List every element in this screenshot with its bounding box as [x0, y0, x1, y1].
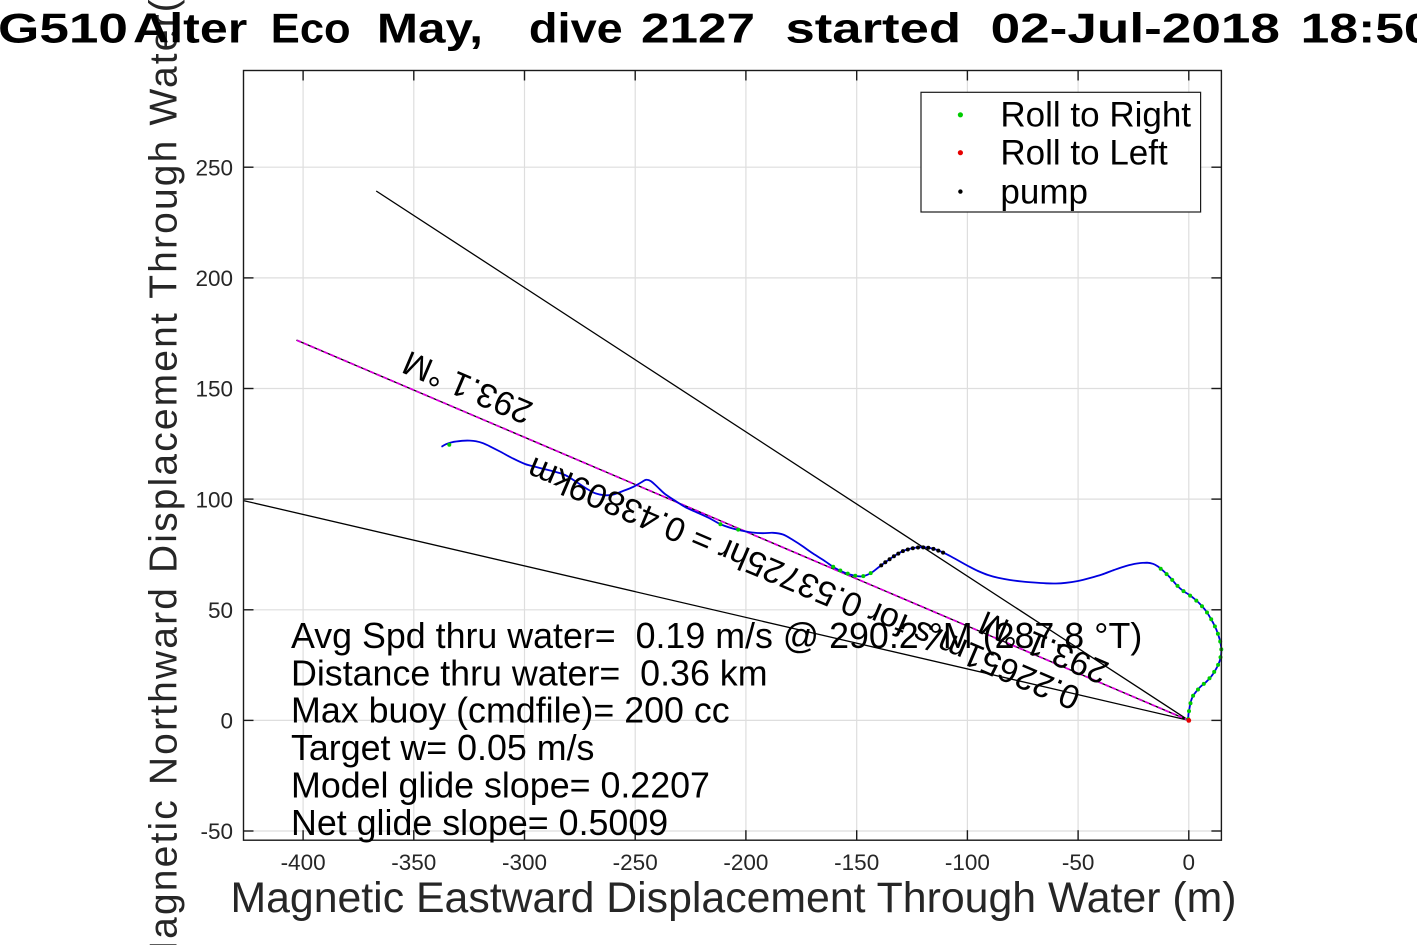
svg-text:started: started: [786, 5, 962, 52]
svg-text:Eco: Eco: [271, 5, 351, 52]
svg-text:Roll to Right: Roll to Right: [1000, 96, 1191, 135]
svg-text:Roll to Left: Roll to Left: [1000, 133, 1168, 172]
svg-text:-50: -50: [200, 819, 233, 844]
svg-text:-350: -350: [391, 850, 436, 875]
svg-text:-50: -50: [1062, 850, 1095, 875]
svg-text:150: 150: [195, 377, 233, 402]
svg-text:Magnetic Northward Displacemen: Magnetic Northward Displacement Through …: [143, 0, 186, 945]
svg-text:-250: -250: [613, 850, 658, 875]
svg-text:2127: 2127: [641, 5, 755, 52]
svg-text:-150: -150: [834, 850, 879, 875]
svg-text:0: 0: [220, 709, 233, 734]
svg-text:dive: dive: [529, 5, 623, 52]
svg-text:Distance thru water= 0.36 km: Distance thru water= 0.36 km: [291, 653, 768, 693]
svg-text:Avg Spd thru water= 0.19 m/s: Avg Spd thru water= 0.19 m/s @ 290.2 °M …: [291, 616, 1142, 656]
svg-text:0: 0: [1183, 850, 1196, 875]
svg-text:Net glide slope= 0.5009: Net glide slope= 0.5009: [291, 803, 668, 843]
svg-text:Target w= 0.05 m/s: Target w= 0.05 m/s: [291, 728, 594, 768]
svg-text:200: 200: [195, 266, 233, 291]
svg-text:Alter: Alter: [133, 5, 247, 52]
svg-text:-200: -200: [723, 850, 768, 875]
svg-text:Magnetic Eastward Displacement: Magnetic Eastward Displacement Through W…: [230, 874, 1236, 922]
svg-text:G510: G510: [0, 5, 128, 52]
svg-text:100: 100: [195, 487, 233, 512]
svg-text:-100: -100: [945, 850, 990, 875]
svg-text:02-Jul-2018: 02-Jul-2018: [991, 5, 1280, 52]
svg-text:Model glide slope= 0.2207: Model glide slope= 0.2207: [291, 765, 710, 805]
svg-text:Max buoy (cmdfile)= 200 cc: Max buoy (cmdfile)= 200 cc: [291, 691, 730, 731]
svg-text:18:50:42: 18:50:42: [1301, 5, 1417, 52]
svg-text:May,: May,: [377, 5, 483, 52]
svg-text:-400: -400: [281, 850, 326, 875]
svg-text:pump: pump: [1000, 172, 1088, 211]
svg-text:50: 50: [208, 598, 233, 623]
svg-text:250: 250: [195, 155, 233, 180]
svg-text:-300: -300: [502, 850, 547, 875]
